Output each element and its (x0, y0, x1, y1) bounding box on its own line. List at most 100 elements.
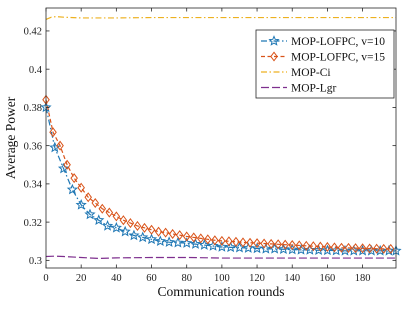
y-tick-label: 0.42 (24, 27, 42, 38)
data-point (379, 243, 388, 254)
data-point (49, 141, 61, 153)
data-point (182, 231, 191, 242)
data-point (295, 240, 304, 251)
data-point (253, 238, 261, 249)
legend: MOP-LOFPC, v=10 MOP-LOFPC, v=15 MOP-Ci MOP-… (255, 29, 395, 99)
legend-item: MOP-Ci (261, 67, 331, 79)
data-point (101, 220, 114, 231)
data-point (49, 127, 57, 138)
data-point (77, 182, 85, 193)
series-line (45, 15, 396, 21)
x-tick-label: 100 (214, 273, 230, 284)
data-point (57, 162, 70, 174)
data-point (70, 173, 78, 184)
data-point (154, 226, 163, 237)
data-point (330, 242, 339, 253)
x-tick-label: 160 (320, 273, 336, 284)
data-point (365, 243, 374, 254)
data-point (204, 234, 212, 245)
data-point (260, 242, 272, 254)
y-tick-label: 0.32 (24, 218, 42, 229)
data-point (358, 243, 367, 254)
series-layer (40, 15, 402, 260)
data-point (260, 238, 268, 249)
data-point (163, 236, 175, 247)
data-point (225, 241, 237, 253)
data-point (75, 199, 87, 210)
data-point (105, 207, 114, 218)
data-point (339, 244, 351, 256)
legend-item: MOP-Lgr (261, 83, 337, 95)
legend-label: MOP-Ci (291, 67, 331, 79)
y-axis-label: Average Power (3, 96, 18, 179)
data-point (133, 220, 142, 231)
data-point (323, 241, 332, 253)
y-tick-label: 0.3 (29, 256, 42, 267)
data-point (386, 243, 395, 254)
x-tick-label: 20 (76, 273, 87, 284)
series-line (45, 255, 396, 260)
legend-marker (270, 51, 278, 62)
data-point (218, 235, 226, 246)
y-tick-label: 0.34 (24, 180, 43, 191)
legend-label: MOP-Lgr (291, 83, 337, 95)
legend-label: MOP-LOFPC, v=10 (291, 36, 385, 48)
data-point (56, 140, 64, 151)
data-point (286, 243, 298, 255)
data-point (147, 224, 156, 235)
data-point (242, 242, 254, 253)
data-point (128, 229, 140, 241)
data-point (154, 235, 166, 247)
series-4 (45, 255, 396, 260)
data-point (281, 239, 289, 250)
x-tick-label: 0 (43, 273, 48, 284)
axes-layer: 0 20 40 60 80 100 120 140 160 180 0.3 0.32 0.34 0.36 0… (24, 7, 397, 284)
y-tick-label: 0.4 (29, 65, 43, 76)
data-point (112, 211, 121, 222)
data-point (63, 159, 71, 170)
series-2 (42, 94, 395, 254)
x-tick-label: 120 (249, 273, 265, 284)
data-point (321, 244, 334, 256)
data-point (119, 215, 128, 226)
data-point (211, 235, 219, 246)
data-point (91, 197, 100, 209)
series-3 (45, 15, 396, 21)
data-point (161, 227, 170, 238)
x-axis-label: Communication rounds (157, 284, 284, 299)
data-point (93, 214, 105, 225)
x-tick-label: 80 (181, 273, 192, 284)
data-point (189, 232, 198, 243)
data-point (232, 236, 240, 247)
y-tick-label: 0.36 (24, 141, 42, 152)
data-point (304, 244, 316, 255)
data-point (216, 241, 228, 252)
data-point (288, 240, 297, 251)
data-point (302, 240, 311, 251)
data-point (225, 236, 233, 247)
data-point (274, 239, 282, 250)
data-point (344, 242, 353, 253)
data-point (207, 240, 219, 251)
data-point (181, 237, 193, 248)
data-point (98, 203, 107, 214)
x-tick-label: 180 (355, 273, 371, 284)
data-point (372, 243, 381, 254)
legend-item: MOP-LOFPC, v=15 (261, 51, 385, 64)
axes-frame (45, 7, 397, 269)
data-point (351, 243, 360, 254)
data-point (126, 218, 135, 229)
y-tick-label: 0.38 (24, 103, 42, 114)
legend-item: MOP-LOFPC, v=10 (261, 35, 385, 48)
data-point (145, 233, 158, 245)
data-point (239, 237, 247, 248)
data-point (172, 236, 184, 248)
legend-label: MOP-LOFPC, v=15 (291, 52, 385, 64)
data-point (66, 183, 78, 195)
data-point (175, 230, 184, 241)
data-point (137, 231, 149, 243)
x-tick-label: 60 (146, 273, 157, 284)
x-tick-label: 40 (111, 273, 122, 284)
data-point (168, 228, 177, 240)
